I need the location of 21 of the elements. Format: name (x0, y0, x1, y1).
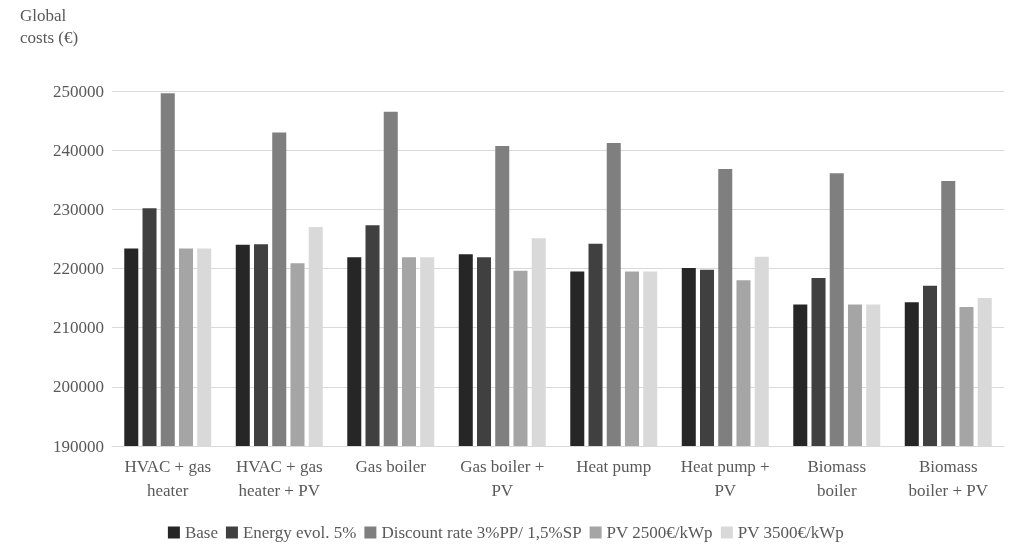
y-tick-label: 250000 (53, 81, 104, 101)
y-tick-label: 230000 (53, 199, 104, 219)
legend-label: PV 3500€/kWp (737, 523, 844, 542)
legend-label: Base (184, 523, 218, 542)
x-tick-label: Biomass boiler (807, 456, 867, 500)
y-tick-label: 220000 (53, 259, 104, 278)
x-tick-label: HVAC + gas heater (124, 456, 212, 500)
y-tick-label: 210000 (53, 318, 104, 338)
x-tick-label: Heat pump (576, 456, 652, 476)
legend-label: Energy evol. 5% (242, 523, 357, 542)
x-tick-label: Gas boiler + PV (460, 456, 545, 500)
y-axis-title: Global costs (€) (20, 5, 79, 47)
x-tick-label: Gas boiler (355, 456, 427, 476)
legend-label: Discount rate 3%PP/ 1,5%SP (381, 523, 582, 542)
x-tick-label: Biomass boiler + PV (908, 456, 989, 500)
y-tick-label: 190000 (53, 436, 104, 456)
legend-label: PV 2500€/kWp (606, 523, 713, 542)
y-tick-label: 240000 (53, 140, 104, 160)
x-tick-label: Heat pump + PV (680, 456, 770, 500)
x-tick-label: HVAC + gas heater + PV (235, 456, 323, 500)
y-tick-label: 200000 (53, 377, 104, 397)
